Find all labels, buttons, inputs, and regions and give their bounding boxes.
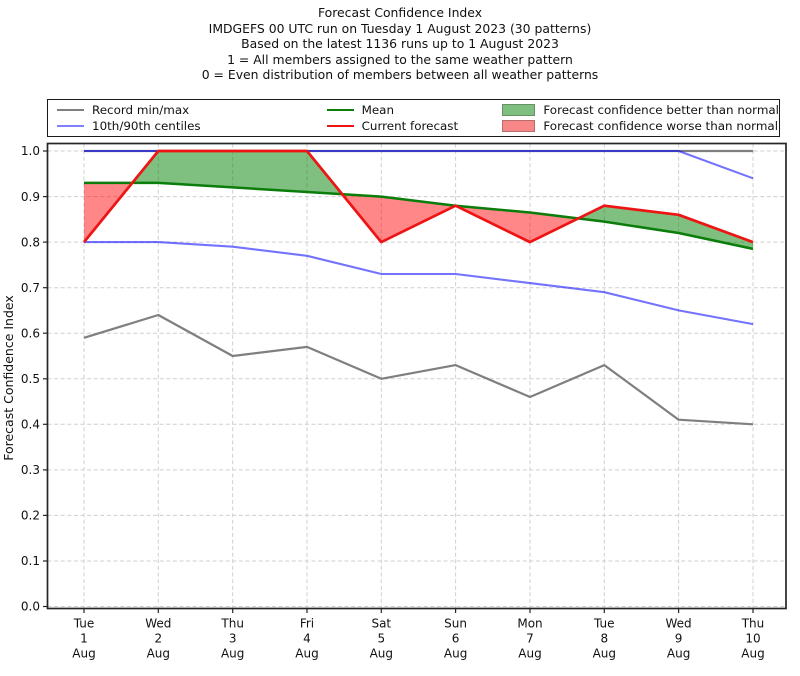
mean-line-swatch [326, 109, 354, 111]
svg-text:1: 1 [80, 632, 88, 646]
series-p10 [84, 241, 754, 326]
svg-text:0.1: 0.1 [21, 554, 40, 568]
better-than-normal-patch-swatch [502, 104, 536, 116]
legend-label-centiles: 10th/90th centiles [92, 119, 201, 133]
svg-text:9: 9 [675, 632, 683, 646]
y-axis-title: Forecast Confidence Index [1, 295, 16, 461]
series-record_min [83, 313, 754, 426]
worse-than-normal-patch-swatch [502, 120, 536, 132]
svg-text:4: 4 [303, 632, 311, 646]
svg-text:Aug: Aug [593, 647, 616, 661]
chart-title: Forecast Confidence Index [317, 5, 483, 20]
svg-text:0.0: 0.0 [21, 600, 40, 614]
legend-label-mean: Mean [361, 103, 395, 117]
svg-text:Aug: Aug [370, 647, 393, 661]
y-tick-labels: 0.0 0.1 0.2 0.3 0.4 0.5 0.6 0.7 0.8 0.9 1.0 [21, 144, 40, 614]
svg-text:0.6: 0.6 [21, 326, 40, 340]
svg-text:0.8: 0.8 [21, 235, 40, 249]
svg-text:Aug: Aug [147, 647, 170, 661]
svg-text:Wed: Wed [145, 617, 171, 631]
band-better [84, 151, 753, 249]
svg-text:1.0: 1.0 [21, 144, 40, 158]
svg-text:7: 7 [526, 632, 534, 646]
svg-text:Wed: Wed [666, 617, 692, 631]
chart-subtitle-1: IMDGEFS 00 UTC run on Tuesday 1 August 2… [208, 20, 592, 36]
legend-item-centiles: 10th/90th centiles [57, 118, 327, 134]
svg-text:Sat: Sat [371, 617, 391, 631]
legend-label-record-minmax: Record min/max [92, 103, 190, 117]
axis-ticks [43, 150, 754, 613]
svg-text:Aug: Aug [295, 647, 318, 661]
svg-text:Aug: Aug [741, 647, 764, 661]
svg-text:Aug: Aug [667, 647, 690, 661]
chart-subtitle-3: 1 = All members assigned to the same wea… [227, 51, 573, 67]
svg-text:Thu: Thu [741, 617, 765, 631]
svg-text:0.4: 0.4 [21, 418, 40, 432]
series-mean [84, 181, 754, 251]
svg-text:Sun: Sun [444, 617, 467, 631]
confidence-bands [84, 151, 753, 249]
legend: Record min/max 10th/90th centiles Mean C… [47, 99, 780, 137]
legend-item-record-minmax: Record min/max [57, 102, 327, 118]
plot-border [46, 142, 787, 610]
gridlines [47, 143, 786, 609]
svg-text:Mon: Mon [517, 617, 542, 631]
band-worse [84, 182, 753, 249]
x-tick-labels: Tue1AugWed2AugThu3AugFri4AugSat5AugSun6A… [72, 617, 764, 661]
svg-text:Aug: Aug [518, 647, 541, 661]
legend-item-worse-than-normal: Forecast confidence worse than normal [502, 118, 779, 134]
chart-subtitle-4: 0 = Even distribution of members between… [201, 67, 599, 83]
svg-text:2: 2 [154, 632, 162, 646]
svg-text:0.9: 0.9 [21, 190, 40, 204]
svg-text:3: 3 [229, 632, 237, 646]
svg-text:Aug: Aug [72, 647, 95, 661]
legend-label-current-forecast: Current forecast [361, 119, 459, 133]
svg-text:6: 6 [452, 632, 460, 646]
svg-text:Tue: Tue [73, 617, 95, 631]
legend-item-current-forecast: Current forecast [326, 118, 503, 134]
svg-text:Tue: Tue [593, 617, 615, 631]
record-minmax-line-swatch [57, 109, 84, 111]
svg-text:Fri: Fri [300, 617, 314, 631]
legend-item-better-than-normal: Forecast confidence better than normal [502, 102, 779, 118]
series-lines [82, 149, 754, 426]
series-forecast [82, 149, 754, 244]
current-forecast-line-swatch [326, 125, 354, 127]
chart-titles: Forecast Confidence Index IMDGEFS 00 UTC… [0, 5, 800, 83]
centiles-line-swatch [57, 125, 84, 127]
svg-text:0.2: 0.2 [21, 509, 40, 523]
svg-text:0.3: 0.3 [21, 463, 40, 477]
svg-text:10: 10 [745, 632, 760, 646]
svg-text:Aug: Aug [221, 647, 244, 661]
svg-text:Aug: Aug [444, 647, 467, 661]
svg-text:0.5: 0.5 [21, 372, 40, 386]
svg-text:8: 8 [600, 632, 608, 646]
legend-item-mean: Mean [326, 102, 503, 118]
legend-label-better-than-normal: Forecast confidence better than normal [543, 103, 779, 117]
legend-label-worse-than-normal: Forecast confidence worse than normal [543, 119, 778, 133]
svg-text:0.7: 0.7 [21, 281, 40, 295]
svg-text:Thu: Thu [220, 617, 244, 631]
svg-text:5: 5 [377, 632, 385, 646]
chart-subtitle-2: Based on the latest 1136 runs up to 1 Au… [241, 36, 559, 52]
